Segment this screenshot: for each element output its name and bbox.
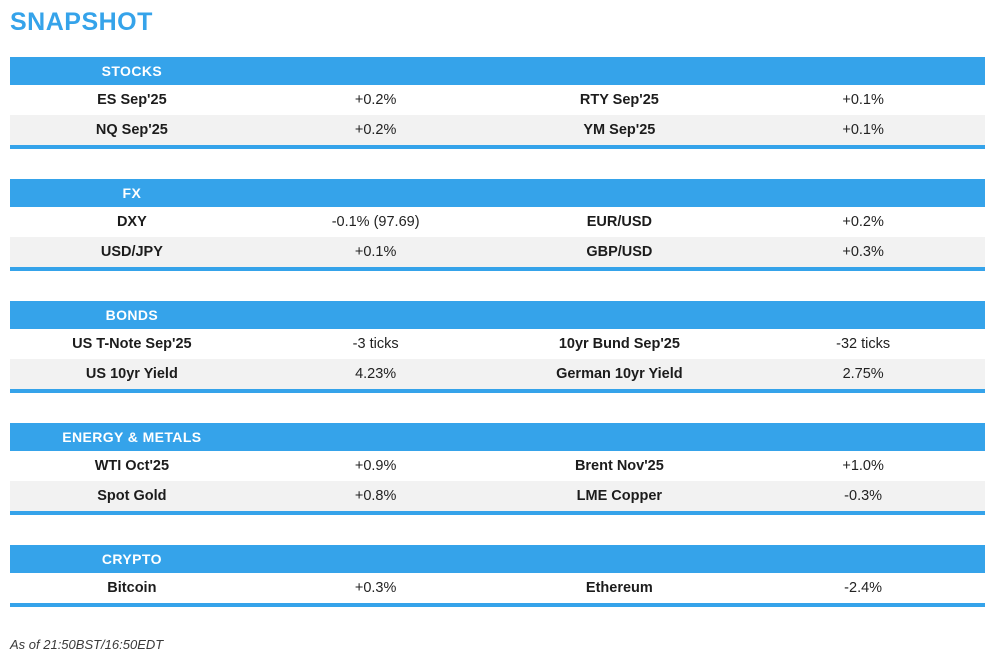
section-header: CRYPTO <box>10 545 985 573</box>
instrument-label: German 10yr Yield <box>556 366 683 382</box>
section-title: ENERGY & METALS <box>62 429 202 445</box>
instrument-label: Spot Gold <box>97 488 167 504</box>
table-row: ES Sep'25 +0.2% RTY Sep'25 +0.1% <box>10 85 985 115</box>
instrument-label: YM Sep'25 <box>583 122 656 138</box>
section-bonds: BONDS US T-Note Sep'25 -3 ticks 10yr Bun… <box>10 301 985 393</box>
instrument-value: -2.4% <box>844 580 883 596</box>
instrument-value: +0.1% <box>842 122 884 138</box>
instrument-value: +0.3% <box>354 580 397 596</box>
section-energy-metals: ENERGY & METALS WTI Oct'25 +0.9% Brent N… <box>10 423 985 515</box>
section-header: ENERGY & METALS <box>10 423 985 451</box>
instrument-label: NQ Sep'25 <box>95 122 168 138</box>
instrument-value: +1.0% <box>842 458 884 474</box>
instrument-label: USD/JPY <box>100 244 163 260</box>
table-row: Spot Gold +0.8% LME Copper -0.3% <box>10 481 985 511</box>
table-row: Bitcoin +0.3% Ethereum -2.4% <box>10 573 985 603</box>
table-row: US T-Note Sep'25 -3 ticks 10yr Bund Sep'… <box>10 329 985 359</box>
instrument-label: RTY Sep'25 <box>579 92 659 108</box>
instrument-value: -0.3% <box>844 488 883 504</box>
instrument-label: US T-Note Sep'25 <box>72 336 192 352</box>
instrument-value: +0.3% <box>842 244 884 260</box>
snapshot-sections: STOCKS ES Sep'25 +0.2% RTY Sep'25 +0.1% … <box>10 57 1000 607</box>
section-header: STOCKS <box>10 57 985 85</box>
section-rows: US T-Note Sep'25 -3 ticks 10yr Bund Sep'… <box>10 329 985 389</box>
section-title: STOCKS <box>101 63 163 79</box>
section-title: FX <box>122 185 142 201</box>
page-title: SNAPSHOT <box>10 8 153 36</box>
instrument-value: +0.9% <box>354 458 397 474</box>
section-rows: DXY -0.1% (97.69) EUR/USD +0.2% USD/JPY … <box>10 207 985 267</box>
instrument-label: US 10yr Yield <box>85 366 178 382</box>
snapshot-page: SNAPSHOT STOCKS ES Sep'25 +0.2% RTY Sep'… <box>10 8 1000 652</box>
section-title: CRYPTO <box>101 551 162 567</box>
section-fx: FX DXY -0.1% (97.69) EUR/USD +0.2% USD/J… <box>10 179 985 271</box>
instrument-value: +0.2% <box>354 92 397 108</box>
table-row: NQ Sep'25 +0.2% YM Sep'25 +0.1% <box>10 115 985 145</box>
instrument-value: 2.75% <box>842 366 884 382</box>
section-crypto: CRYPTO Bitcoin +0.3% Ethereum -2.4% <box>10 545 985 607</box>
table-row: DXY -0.1% (97.69) EUR/USD +0.2% <box>10 207 985 237</box>
instrument-label: Brent Nov'25 <box>574 458 664 474</box>
instrument-value: +0.8% <box>354 488 397 504</box>
section-header: BONDS <box>10 301 985 329</box>
section-rows: Bitcoin +0.3% Ethereum -2.4% <box>10 573 985 603</box>
instrument-label: ES Sep'25 <box>97 92 167 108</box>
section-title: BONDS <box>105 307 159 323</box>
instrument-value: +0.1% <box>842 92 884 108</box>
instrument-label: WTI Oct'25 <box>94 458 170 474</box>
section-rows: WTI Oct'25 +0.9% Brent Nov'25 +1.0% Spot… <box>10 451 985 511</box>
timestamp: As of 21:50BST/16:50EDT <box>10 637 164 652</box>
instrument-label: GBP/USD <box>586 244 653 260</box>
instrument-label: Bitcoin <box>107 580 157 596</box>
table-row: USD/JPY +0.1% GBP/USD +0.3% <box>10 237 985 267</box>
section-header: FX <box>10 179 985 207</box>
instrument-value: 4.23% <box>355 366 397 382</box>
instrument-value: -0.1% (97.69) <box>331 214 420 230</box>
instrument-value: -32 ticks <box>836 336 891 352</box>
instrument-value: +0.2% <box>842 214 884 230</box>
instrument-label: LME Copper <box>576 488 663 504</box>
section-stocks: STOCKS ES Sep'25 +0.2% RTY Sep'25 +0.1% … <box>10 57 985 149</box>
instrument-value: +0.2% <box>354 122 397 138</box>
instrument-label: Ethereum <box>585 580 653 596</box>
table-row: WTI Oct'25 +0.9% Brent Nov'25 +1.0% <box>10 451 985 481</box>
instrument-label: DXY <box>116 214 147 230</box>
table-row: US 10yr Yield 4.23% German 10yr Yield 2.… <box>10 359 985 389</box>
instrument-label: EUR/USD <box>586 214 652 230</box>
section-rows: ES Sep'25 +0.2% RTY Sep'25 +0.1% NQ Sep'… <box>10 85 985 145</box>
instrument-value: +0.1% <box>354 244 397 260</box>
instrument-value: -3 ticks <box>352 336 399 352</box>
instrument-label: 10yr Bund Sep'25 <box>558 336 680 352</box>
